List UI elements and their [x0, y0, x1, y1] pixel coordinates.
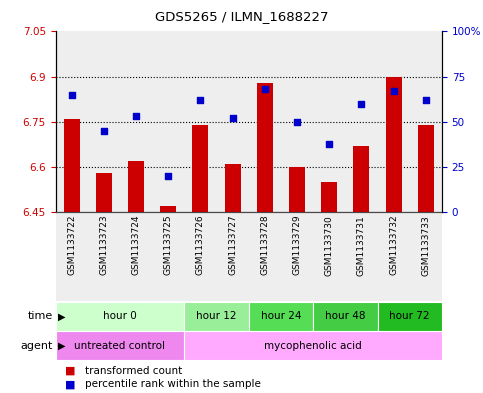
Text: hour 0: hour 0 — [103, 311, 137, 321]
Text: GSM1133724: GSM1133724 — [131, 215, 141, 275]
Text: GDS5265 / ILMN_1688227: GDS5265 / ILMN_1688227 — [155, 10, 328, 23]
Bar — [321, 182, 337, 212]
Bar — [385, 77, 402, 212]
Text: ▶: ▶ — [58, 311, 66, 321]
Bar — [257, 83, 273, 212]
Bar — [281, 212, 313, 301]
Point — [68, 92, 75, 98]
Bar — [128, 161, 144, 212]
Bar — [56, 331, 185, 360]
Bar — [418, 125, 434, 212]
Bar — [160, 206, 176, 212]
Text: ■: ■ — [65, 365, 76, 376]
Bar — [64, 119, 80, 212]
Bar — [216, 31, 249, 212]
Bar — [345, 212, 378, 301]
Point — [229, 115, 237, 121]
Bar — [120, 212, 152, 301]
Bar — [185, 331, 442, 360]
Text: GSM1133723: GSM1133723 — [99, 215, 108, 275]
Bar — [88, 31, 120, 212]
Point — [422, 97, 430, 103]
Bar — [225, 164, 241, 212]
Bar — [249, 212, 281, 301]
Text: mycophenolic acid: mycophenolic acid — [264, 341, 362, 351]
Bar — [249, 302, 313, 331]
Bar — [185, 31, 216, 212]
Point — [390, 88, 398, 94]
Bar — [96, 173, 112, 212]
Point — [132, 113, 140, 119]
Text: GSM1133732: GSM1133732 — [389, 215, 398, 275]
Bar — [313, 31, 345, 212]
Bar — [378, 31, 410, 212]
Bar — [313, 302, 378, 331]
Text: GSM1133725: GSM1133725 — [164, 215, 173, 275]
Text: hour 12: hour 12 — [196, 311, 237, 321]
Bar — [378, 302, 442, 331]
Bar — [88, 212, 120, 301]
Bar — [216, 212, 249, 301]
Bar — [120, 31, 152, 212]
Bar — [56, 212, 88, 301]
Bar — [410, 31, 442, 212]
Bar — [185, 212, 216, 301]
Bar — [56, 31, 88, 212]
Bar — [249, 31, 281, 212]
Bar — [281, 31, 313, 212]
Point — [261, 86, 269, 92]
Point — [197, 97, 204, 103]
Bar — [313, 212, 345, 301]
Bar — [289, 167, 305, 212]
Text: hour 72: hour 72 — [389, 311, 430, 321]
Text: GSM1133730: GSM1133730 — [325, 215, 334, 275]
Text: ▶: ▶ — [58, 341, 66, 351]
Text: GSM1133731: GSM1133731 — [357, 215, 366, 275]
Text: agent: agent — [21, 341, 53, 351]
Bar — [192, 125, 209, 212]
Text: untreated control: untreated control — [74, 341, 166, 351]
Text: GSM1133722: GSM1133722 — [67, 215, 76, 275]
Text: GSM1133733: GSM1133733 — [421, 215, 430, 275]
Text: GSM1133727: GSM1133727 — [228, 215, 237, 275]
Text: time: time — [28, 311, 53, 321]
Text: ■: ■ — [65, 379, 76, 389]
Point — [100, 128, 108, 134]
Bar — [152, 31, 185, 212]
Text: hour 24: hour 24 — [261, 311, 301, 321]
Text: GSM1133728: GSM1133728 — [260, 215, 270, 275]
Text: GSM1133726: GSM1133726 — [196, 215, 205, 275]
Point — [293, 119, 301, 125]
Bar — [354, 146, 369, 212]
Bar — [152, 212, 185, 301]
Bar — [378, 212, 410, 301]
Text: GSM1133729: GSM1133729 — [293, 215, 301, 275]
Text: hour 48: hour 48 — [325, 311, 366, 321]
Bar — [185, 302, 249, 331]
Text: percentile rank within the sample: percentile rank within the sample — [85, 379, 260, 389]
Point — [164, 173, 172, 179]
Text: transformed count: transformed count — [85, 365, 182, 376]
Point — [326, 140, 333, 147]
Bar — [56, 302, 185, 331]
Point — [357, 101, 365, 107]
Bar — [410, 212, 442, 301]
Bar — [345, 31, 378, 212]
